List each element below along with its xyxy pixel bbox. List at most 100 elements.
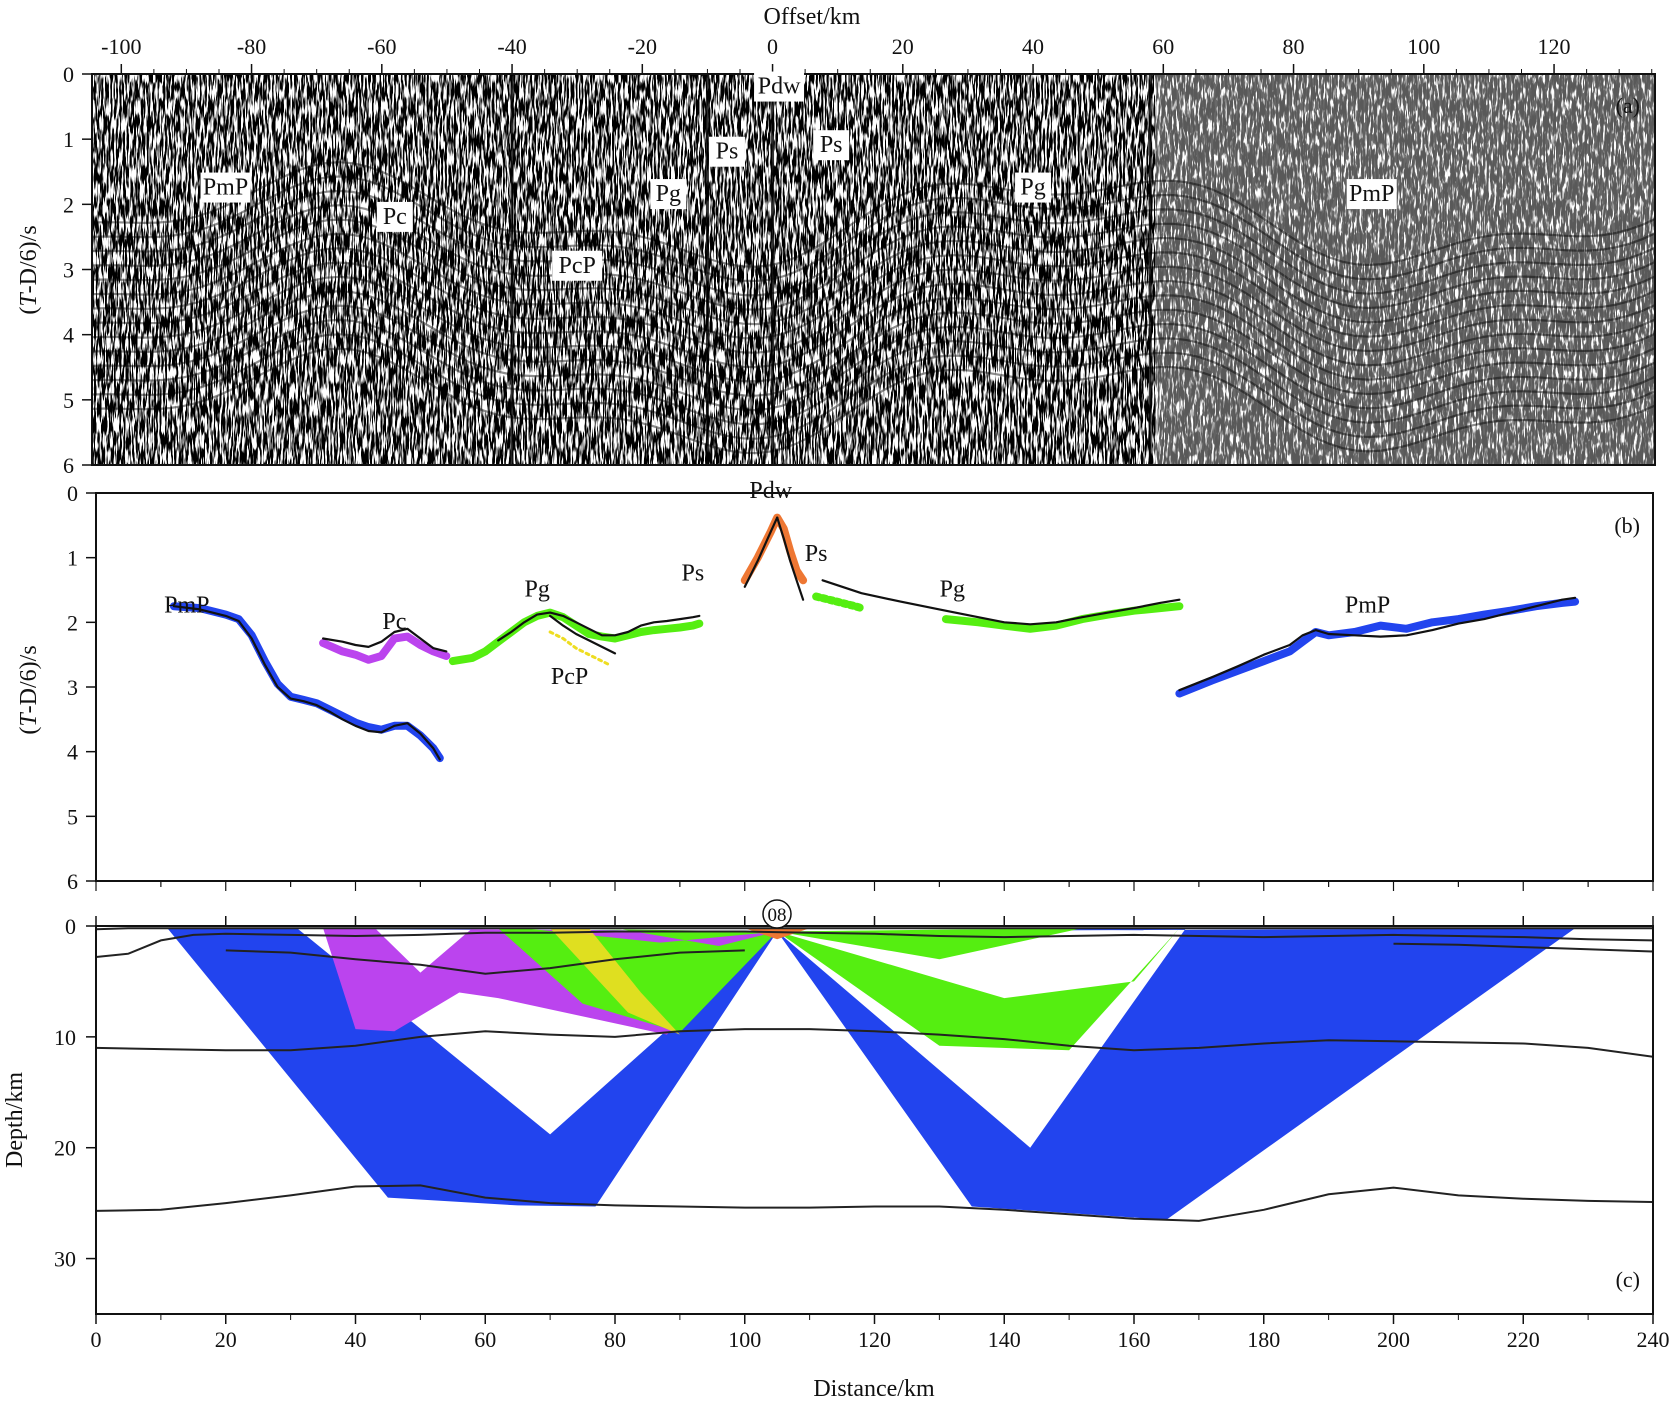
seismic-event-curve	[92, 247, 1655, 354]
panel-a-phase-label: Ps	[813, 130, 850, 161]
panel-b-phase-label: Ps	[805, 541, 828, 567]
panel-a-phase-label: PmP	[200, 172, 251, 203]
series-pdw-calculated-left-	[743, 516, 779, 588]
panel-a-phase-label: Pc	[376, 201, 413, 232]
phase-label-box	[813, 130, 850, 161]
model-interface-line	[96, 930, 1653, 958]
panel-a-phase-labels: PmP Pc PcP Pg Ps Pdw Ps Pg PmP	[200, 71, 1397, 281]
panel-a-xtick-label: 80	[1283, 34, 1305, 59]
series-pc-observed	[319, 632, 451, 664]
panel-a-xtick-label: 100	[1407, 34, 1440, 59]
panel-c-xlabel: Distance/km	[813, 1376, 935, 1402]
series-ps-observed-right-	[812, 592, 866, 613]
panel-a-xtick-label: -100	[101, 34, 141, 59]
panel-b-ytick-label: 4	[67, 740, 78, 765]
panel-a-label: (a)	[1616, 93, 1640, 118]
seismic-event-curve	[92, 275, 1655, 383]
panel-a-xlabel: Offset/km	[764, 4, 861, 30]
panel-a-ytick-label: 1	[63, 127, 74, 152]
seismic-event-curve	[92, 175, 1655, 283]
seismic-event-curve	[92, 290, 1655, 397]
phase-label-box	[754, 71, 805, 102]
panel-c-ytick-label: 30	[54, 1247, 76, 1272]
model-interface-line	[1393, 942, 1653, 953]
panel-c-xtick-label: 100	[728, 1327, 761, 1352]
series-pc-calculated	[322, 627, 448, 653]
panel-b-ytick-label: 3	[67, 675, 78, 700]
panel-a-xtick-label: 40	[1022, 34, 1044, 59]
panel-a-ytick-label: 0	[63, 62, 74, 87]
seismic-event-lines	[92, 74, 1655, 465]
panel-b-ytick-label: 6	[67, 869, 78, 894]
panel-a-phase-label: Pg	[650, 179, 687, 210]
model-interface-line	[225, 949, 745, 975]
panel-a-axes: -100 -80 -60 -40 -20 0 20 40 60 80 100 120 0 1 2 3 4 5 6	[63, 34, 1653, 478]
panel-a-xtick-label: -20	[628, 34, 657, 59]
panel-c-ytick-label: 0	[65, 914, 76, 939]
panel-a-phase-label: Pg	[1015, 172, 1052, 203]
panel-a-xtick-label: 120	[1538, 34, 1571, 59]
seismic-event-curve	[92, 232, 1655, 340]
panel-b-ytick-label: 2	[67, 610, 78, 635]
panel-a-ytick-label: 5	[63, 388, 74, 413]
ray-fan-pmp	[777, 928, 1576, 1220]
series-pmp-calculated-left-	[172, 605, 441, 761]
panel-b-label: (b)	[1614, 513, 1640, 538]
series-pmp-observed-right-	[1175, 597, 1580, 698]
panel-c-xtick-label: 0	[91, 1327, 102, 1352]
station-label: 08	[768, 905, 787, 926]
panel-b-phase-labels: PmP Pc Pg PcP Ps Pdw Ps Pg PmP	[164, 478, 1390, 690]
phase-label-text: Ps	[716, 139, 739, 165]
panel-a-ytick-label: 4	[63, 323, 74, 348]
panel-b-phase-label: Ps	[682, 560, 705, 586]
phase-label-text: PmP	[203, 175, 248, 201]
panel-c-ylabel: Depth/km	[2, 1072, 28, 1168]
panel-c-xtick-label: 220	[1507, 1327, 1540, 1352]
panel-c-xtick-label: 20	[215, 1327, 237, 1352]
station-marker: 08	[762, 899, 792, 929]
phase-label-box	[552, 250, 603, 281]
ray-fan-pcp	[550, 928, 680, 1035]
panel-a-xtick-label: -60	[367, 34, 396, 59]
panel-b-ytick-label: 5	[67, 804, 78, 829]
panel-a-phase-label: Ps	[708, 136, 745, 167]
panel-b-travel-times: 0 1 2 3 4 5 6 PmP Pc Pg PcP Ps Pdw Ps Pg PmP (T-D/6)/s…	[16, 478, 1654, 894]
seismic-traces	[92, 74, 1655, 465]
series-pcp-observed	[548, 630, 610, 666]
panel-a-xtick-label: -80	[237, 34, 266, 59]
phase-label-text: Pg	[1020, 175, 1045, 201]
panel-c-xtick-label: 60	[474, 1327, 496, 1352]
phase-label-text: Pdw	[758, 74, 801, 100]
panel-b-frame	[95, 492, 1654, 882]
panel-b-axes: 0 1 2 3 4 5 6	[67, 481, 1654, 894]
panel-c-xtick-label: 160	[1118, 1327, 1151, 1352]
model-interface-line	[96, 1184, 1653, 1222]
panel-c-ytick-label: 20	[54, 1136, 76, 1161]
seismic-event-curve	[92, 204, 1655, 311]
phase-label-text: PmP	[1349, 181, 1394, 207]
panel-c-xtick-label: 120	[858, 1327, 891, 1352]
phase-label-text: Pc	[383, 204, 407, 230]
panel-c-xtick-label: 240	[1637, 1327, 1670, 1352]
panel-a-phase-label: PmP	[1346, 179, 1397, 210]
panel-a-xtick-label: 0	[767, 34, 778, 59]
model-interface-line	[96, 927, 1653, 931]
seismic-event-curve	[92, 318, 1655, 426]
ray-fan-pg	[498, 928, 778, 1033]
seismic-event-curve	[92, 261, 1655, 369]
panel-b-ytick-label: 1	[67, 546, 78, 571]
panel-b-phase-label: PmP	[164, 593, 209, 619]
panel-b-phase-label: Pc	[382, 609, 406, 635]
phase-label-text: Ps	[820, 132, 843, 158]
phase-label-box	[1015, 172, 1052, 203]
panel-c-xtick-label: 200	[1377, 1327, 1410, 1352]
panel-b-ylabel: (T-D/6)/s	[16, 645, 42, 734]
panel-b-ytick-label: 0	[67, 481, 78, 506]
panel-b-phase-label: Pg	[940, 576, 965, 602]
phase-label-box	[1346, 179, 1397, 210]
panel-a-ytick-label: 2	[63, 192, 74, 217]
phase-label-text: Pg	[656, 181, 681, 207]
seismic-event-curve	[92, 161, 1655, 268]
phase-label-text: PcP	[559, 253, 596, 279]
